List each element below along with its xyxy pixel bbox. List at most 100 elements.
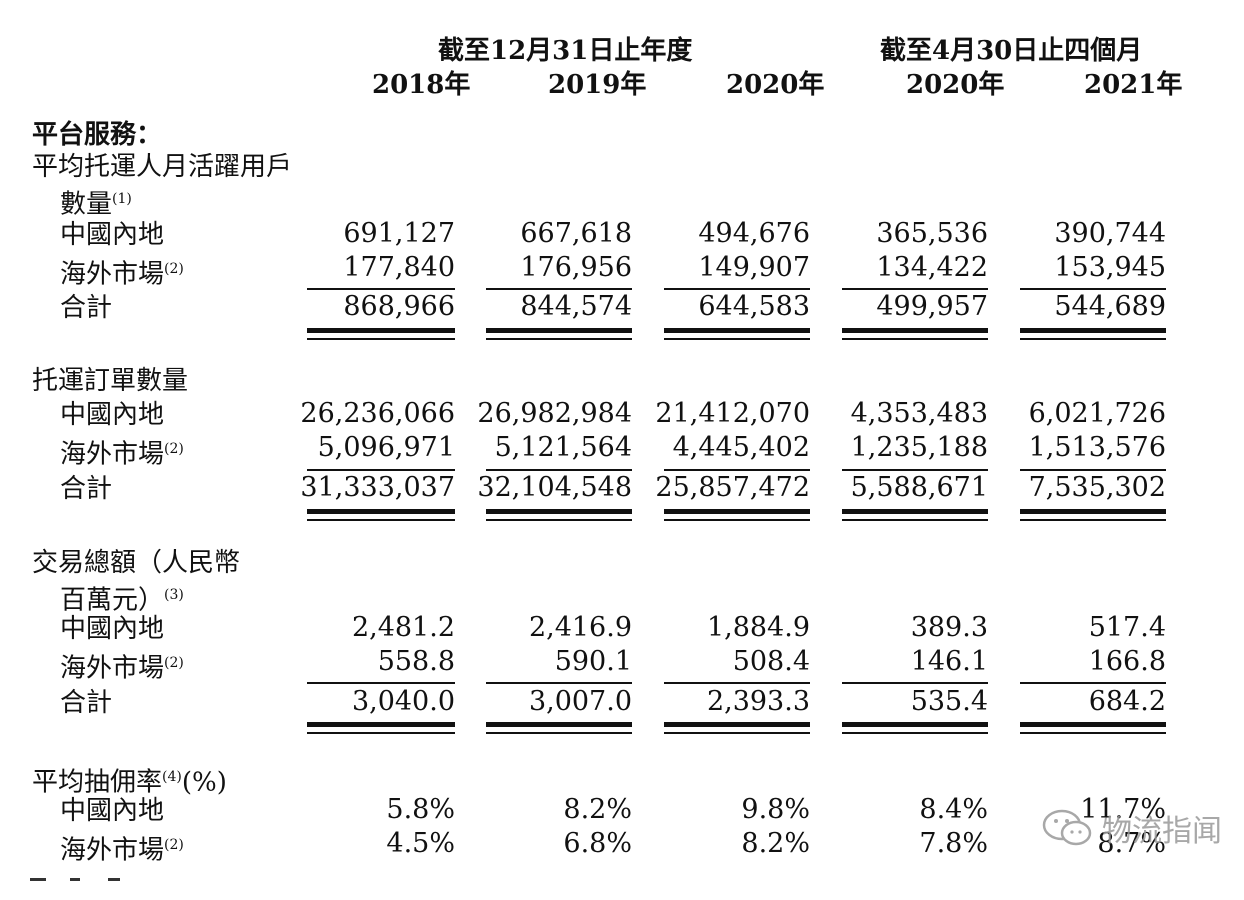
single-rule [664, 682, 810, 684]
double-rule-top [664, 328, 810, 333]
single-rule [486, 682, 632, 684]
table-cell: 21,412,070 [655, 398, 810, 429]
table-cell: 1,884.9 [706, 612, 810, 643]
table-cell: 5,096,971 [317, 432, 455, 463]
double-rule-top [842, 509, 988, 514]
single-rule [664, 288, 810, 290]
table-cell: 11.7% [1080, 794, 1166, 825]
table-cell: 146.1 [910, 646, 988, 677]
double-rule-top [1020, 509, 1166, 514]
double-rule-bottom [486, 732, 632, 734]
table-cell: 1,513,576 [1028, 432, 1166, 463]
double-rule-bottom [486, 338, 632, 340]
table-cell: 2,481.2 [351, 612, 455, 643]
row-label-mainland: 中國內地 [60, 614, 165, 644]
single-rule [1020, 469, 1166, 471]
header-year-4: 2020年 [906, 70, 1005, 100]
total-cell: 644,583 [698, 291, 810, 322]
table-cell: 558.8 [377, 646, 455, 677]
row-label-mainland: 中國內地 [60, 796, 165, 826]
double-rule-top [842, 722, 988, 727]
double-rule-bottom [1020, 519, 1166, 521]
table-cell: 1,235,188 [850, 432, 988, 463]
double-rule-top [307, 509, 455, 514]
section-title-shipper-mau-cont: 數量(1) [60, 189, 132, 220]
single-rule [664, 469, 810, 471]
table-cell: 494,676 [698, 218, 810, 249]
table-cell: 508.4 [732, 646, 810, 677]
double-rule-top [664, 509, 810, 514]
double-rule-top [842, 328, 988, 333]
double-rule-bottom [664, 338, 810, 340]
total-cell: 3,007.0 [528, 686, 632, 717]
double-rule-top [1020, 328, 1166, 333]
double-rule-bottom [307, 338, 455, 340]
table-cell: 7.8% [919, 828, 988, 859]
row-label-overseas: 海外市場(2) [60, 653, 184, 684]
single-rule [307, 469, 455, 471]
double-rule-bottom [1020, 338, 1166, 340]
table-cell: 4.5% [386, 828, 455, 859]
header-group-year: 截至12月31日止年度 [438, 36, 693, 66]
table-cell: 9.8% [741, 794, 810, 825]
single-rule [486, 288, 632, 290]
row-label-overseas: 海外市場(2) [60, 259, 184, 290]
row-label-mainland: 中國內地 [60, 220, 165, 250]
table-cell: 6,021,726 [1028, 398, 1166, 429]
double-rule-top [307, 722, 455, 727]
double-rule-top [307, 328, 455, 333]
total-cell: 2,393.3 [706, 686, 810, 717]
header-group-four-months: 截至4月30日止四個月 [880, 36, 1143, 66]
double-rule-top [486, 328, 632, 333]
table-cell: 8.2% [741, 828, 810, 859]
table-cell: 26,236,066 [300, 398, 455, 429]
row-label-overseas: 海外市場(2) [60, 439, 184, 470]
truncated-row-fragment [30, 878, 120, 881]
single-rule [307, 288, 455, 290]
table-cell: 2,416.9 [528, 612, 632, 643]
total-cell: 31,333,037 [300, 472, 455, 503]
table-cell: 177,840 [343, 252, 455, 283]
table-cell: 390,744 [1054, 218, 1166, 249]
row-label-total: 合計 [60, 474, 113, 504]
double-rule-bottom [1020, 732, 1166, 734]
section-title-platform: 平台服務： [32, 120, 163, 150]
table-cell: 5.8% [386, 794, 455, 825]
double-rule-top [486, 509, 632, 514]
single-rule [307, 682, 455, 684]
table-cell: 153,945 [1054, 252, 1166, 283]
table-cell: 8.4% [919, 794, 988, 825]
double-rule-bottom [842, 519, 988, 521]
section-title-gtv-cont: 百萬元）(3) [60, 585, 184, 616]
single-rule [842, 682, 988, 684]
table-cell: 26,982,984 [477, 398, 632, 429]
single-rule [842, 469, 988, 471]
total-cell: 7,535,302 [1028, 472, 1166, 503]
table-cell: 667,618 [520, 218, 632, 249]
double-rule-bottom [842, 338, 988, 340]
table-cell: 176,956 [520, 252, 632, 283]
double-rule-bottom [486, 519, 632, 521]
total-cell: 844,574 [520, 291, 632, 322]
table-cell: 4,445,402 [672, 432, 810, 463]
double-rule-top [664, 722, 810, 727]
header-year-5: 2021年 [1084, 70, 1183, 100]
total-cell: 535.4 [910, 686, 988, 717]
table-cell: 6.8% [563, 828, 632, 859]
table-cell: 134,422 [876, 252, 988, 283]
total-cell: 684.2 [1088, 686, 1166, 717]
table-cell: 691,127 [343, 218, 455, 249]
double-rule-top [486, 722, 632, 727]
total-cell: 3,040.0 [351, 686, 455, 717]
section-title-shipper-mau: 平均托運人月活躍用戶 [32, 152, 293, 182]
total-cell: 868,966 [343, 291, 455, 322]
row-label-mainland: 中國內地 [60, 400, 165, 430]
row-label-total: 合計 [60, 688, 113, 718]
header-year-3: 2020年 [726, 70, 825, 100]
double-rule-bottom [307, 519, 455, 521]
single-rule [842, 288, 988, 290]
total-cell: 32,104,548 [477, 472, 632, 503]
single-rule [486, 469, 632, 471]
double-rule-bottom [842, 732, 988, 734]
section-title-commission: 平均抽佣率(4)(%) [32, 767, 227, 798]
